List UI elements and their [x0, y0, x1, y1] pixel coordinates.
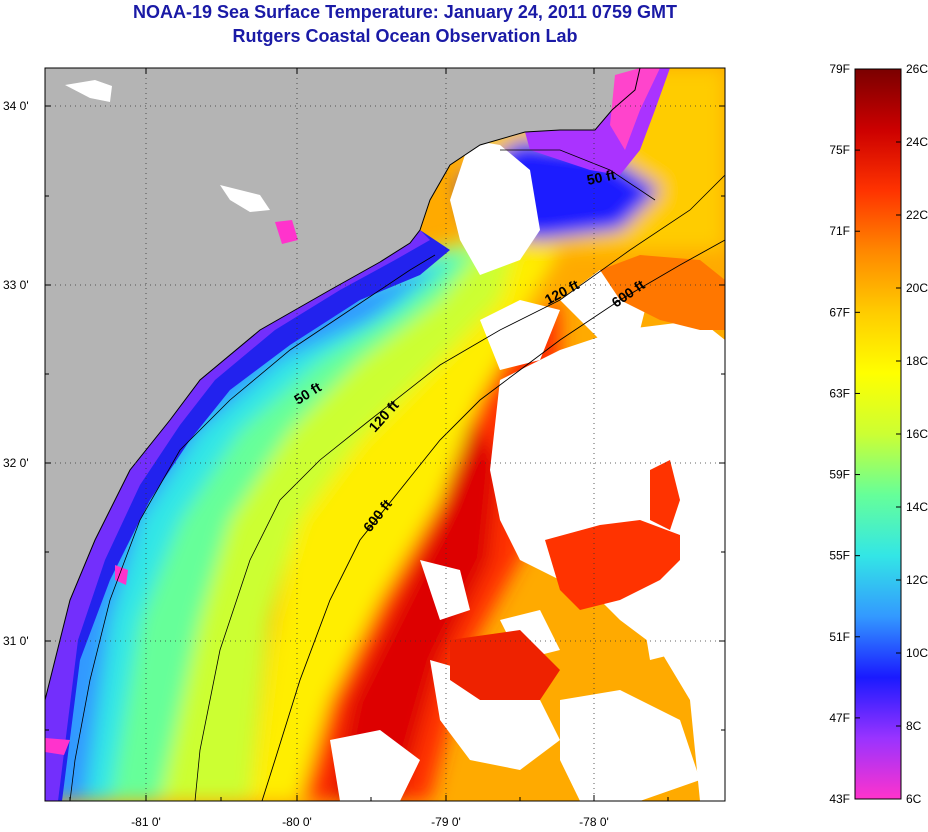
colorbar-celsius-label: 12C	[906, 573, 928, 587]
axis-ticks	[45, 68, 725, 801]
colorbar-fahrenheit-label: 47F	[829, 711, 850, 725]
map-frame	[44, 67, 726, 802]
lat-label: 33 0'	[3, 278, 29, 292]
colorbar-celsius-label: 18C	[906, 354, 928, 368]
map-subtitle: Rutgers Coastal Ocean Observation Lab	[232, 26, 578, 46]
lon-label: -81 0'	[131, 815, 161, 829]
colorbar-celsius-label: 6C	[906, 792, 922, 806]
colorbar-fahrenheit-label: 43F	[829, 792, 850, 806]
map-title: NOAA-19 Sea Surface Temperature: January…	[133, 2, 677, 22]
lat-label: 32 0'	[3, 456, 29, 470]
land-mass	[45, 68, 640, 700]
colorbar-fahrenheit-label: 63F	[829, 386, 850, 400]
sst-map: 50 ft 120 ft 600 ft 50 ft 120 ft 600 ft …	[3, 67, 726, 829]
colorbar-celsius-label: 10C	[906, 646, 928, 660]
colorbar-fahrenheit-label: 59F	[829, 468, 850, 482]
contour-600ft	[261, 239, 725, 801]
colorbar-fahrenheit-label: 55F	[829, 549, 850, 563]
colorbar-celsius-label: 26C	[906, 62, 928, 76]
colorbar-fahrenheit-label: 67F	[829, 305, 850, 319]
colorbar-celsius-label: 8C	[906, 719, 922, 733]
coastline	[45, 68, 641, 701]
contour-label: 50 ft	[585, 166, 617, 188]
lat-lon-grid	[45, 68, 725, 801]
lon-label: -78 0'	[579, 815, 609, 829]
temperature-colorbar: 79F 75F 71F 67F 63F 59F 55F 51F 47F 43F 26C 24C 22C…	[829, 62, 928, 806]
lon-label: -79 0'	[431, 815, 461, 829]
colorbar-fahrenheit-label: 79F	[829, 62, 850, 76]
contour-50ft	[69, 149, 656, 801]
contour-120ft	[194, 174, 725, 801]
colorbar-celsius-label: 24C	[906, 135, 928, 149]
colorbar-celsius-label: 14C	[906, 500, 928, 514]
colorbar-celsius-label: 22C	[906, 208, 928, 222]
colorbar-celsius-label: 16C	[906, 427, 928, 441]
warm-patches	[450, 255, 725, 700]
colorbar-fahrenheit-label: 75F	[829, 143, 850, 157]
colorbar-fahrenheit-label: 71F	[829, 224, 850, 238]
lat-label: 34 0'	[3, 99, 29, 113]
colorbar-gradient	[854, 68, 902, 800]
colorbar-fahrenheit-label: 51F	[829, 630, 850, 644]
lon-label: -80 0'	[282, 815, 312, 829]
coldest-nearshore	[45, 230, 430, 801]
lat-label: 31 0'	[3, 634, 29, 648]
colorbar-celsius-label: 20C	[906, 281, 928, 295]
